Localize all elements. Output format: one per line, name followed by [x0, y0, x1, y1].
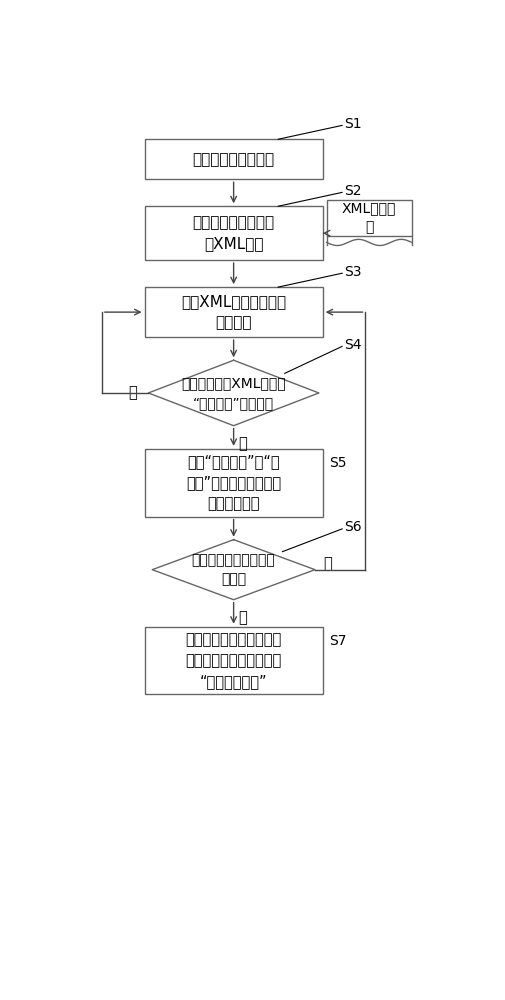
Text: 读取该日志文件对应
的XML模型: 读取该日志文件对应 的XML模型: [192, 215, 275, 251]
Text: 获取防火墙日志文件: 获取防火墙日志文件: [192, 152, 275, 167]
Text: S1: S1: [344, 117, 361, 131]
Text: 是: 是: [238, 436, 247, 451]
Text: 日志中所有记录都处理
完毕？: 日志中所有记录都处理 完毕？: [192, 553, 276, 586]
Text: S3: S3: [344, 265, 361, 279]
Polygon shape: [152, 540, 315, 600]
Text: S6: S6: [344, 520, 361, 534]
Polygon shape: [148, 360, 319, 426]
Text: 根据XML定义获取一条
日志记录: 根据XML定义获取一条 日志记录: [181, 294, 286, 330]
FancyBboxPatch shape: [144, 206, 323, 260]
Text: S7: S7: [329, 634, 346, 648]
FancyBboxPatch shape: [144, 139, 323, 179]
Text: S5: S5: [329, 456, 346, 470]
Text: 将提取出的日志记录保存
到结构化数据表中，进入
“日志分析流程”: 将提取出的日志记录保存 到结构化数据表中，进入 “日志分析流程”: [185, 632, 282, 689]
Text: 否: 否: [323, 556, 331, 571]
Text: S2: S2: [344, 184, 361, 198]
FancyBboxPatch shape: [144, 287, 323, 337]
Text: 该记录是否与XML定义的
“记录类型”相匹配？: 该记录是否与XML定义的 “记录类型”相匹配？: [181, 376, 286, 410]
Text: 否: 否: [128, 385, 137, 400]
Text: 根据“记录类型”下“数
据项”中的属性，获取对
应的日志参数: 根据“记录类型”下“数 据项”中的属性，获取对 应的日志参数: [186, 454, 281, 511]
FancyBboxPatch shape: [144, 449, 323, 517]
FancyBboxPatch shape: [144, 627, 323, 694]
FancyBboxPatch shape: [327, 200, 412, 236]
Text: S4: S4: [344, 338, 361, 352]
Text: XML分析模
型: XML分析模 型: [342, 201, 396, 235]
Text: 是: 是: [238, 610, 247, 625]
